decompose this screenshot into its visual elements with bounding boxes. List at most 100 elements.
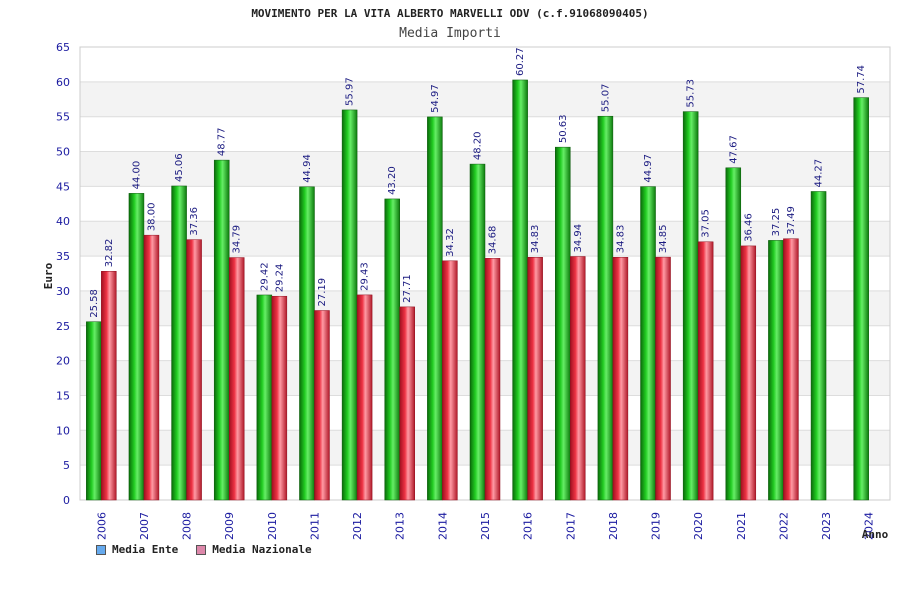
y-tick-label: 45 bbox=[56, 180, 70, 193]
data-label: 34.79 bbox=[232, 225, 243, 254]
data-label: 34.68 bbox=[488, 226, 499, 255]
bar-media-nazionale bbox=[655, 256, 671, 501]
x-tick-label: 2017 bbox=[564, 512, 577, 540]
x-tick-label: 2007 bbox=[138, 512, 151, 540]
bar-media-nazionale bbox=[399, 306, 415, 501]
bar-media-nazionale bbox=[271, 295, 288, 501]
x-tick-label: 2018 bbox=[607, 512, 620, 540]
bar-media-ente bbox=[597, 115, 614, 501]
data-label: 34.32 bbox=[445, 228, 456, 257]
y-tick-label: 25 bbox=[56, 320, 70, 333]
data-label: 27.19 bbox=[317, 278, 328, 307]
bar-media-ente bbox=[171, 185, 187, 501]
grid-band bbox=[80, 116, 890, 152]
bar-media-nazionale bbox=[570, 256, 586, 501]
y-tick-label: 20 bbox=[56, 355, 70, 368]
grid-band bbox=[80, 81, 890, 117]
x-tick-label: 2009 bbox=[223, 512, 236, 540]
bar-media-ente bbox=[299, 186, 315, 501]
legend-label-ente: Media Ente bbox=[112, 543, 179, 556]
x-tick-label: 2013 bbox=[394, 512, 407, 540]
x-tick-label: 2008 bbox=[181, 512, 194, 540]
legend-item-nazionale: Media Nazionale bbox=[196, 543, 312, 556]
data-label: 55.97 bbox=[345, 77, 356, 106]
x-tick-label: 2022 bbox=[777, 512, 790, 540]
data-label: 60.27 bbox=[515, 47, 526, 76]
data-label: 34.94 bbox=[573, 224, 584, 253]
y-tick-label: 0 bbox=[63, 494, 70, 507]
bar-media-nazionale bbox=[484, 258, 501, 501]
data-label: 27.71 bbox=[402, 274, 413, 303]
x-tick-label: 2010 bbox=[266, 512, 279, 540]
bar-media-ente bbox=[384, 198, 400, 501]
grid-band bbox=[80, 47, 890, 82]
bar-media-ente bbox=[555, 146, 571, 501]
bar-media-nazionale bbox=[612, 257, 629, 501]
bar-media-ente bbox=[640, 186, 656, 501]
bar-media-ente bbox=[810, 191, 827, 501]
data-label: 29.43 bbox=[360, 262, 371, 291]
data-label: 54.97 bbox=[430, 84, 441, 113]
y-tick-label: 60 bbox=[56, 76, 70, 89]
data-label: 47.67 bbox=[728, 135, 739, 164]
x-tick-label: 2006 bbox=[95, 512, 108, 540]
y-tick-label: 50 bbox=[56, 146, 70, 159]
bar-media-ente bbox=[725, 167, 742, 501]
x-tick-label: 2020 bbox=[692, 512, 705, 540]
legend-item-ente: Media Ente bbox=[96, 543, 178, 556]
bar-media-nazionale bbox=[442, 260, 458, 501]
bar-media-ente bbox=[469, 163, 486, 501]
x-tick-label: 2012 bbox=[351, 512, 364, 540]
data-label: 48.77 bbox=[217, 127, 228, 156]
bar-media-ente bbox=[86, 321, 102, 501]
bars: 25.58 32.82 44.00 38.00 45.06 37.36 48.77 34.79… bbox=[86, 47, 869, 501]
data-label: 44.97 bbox=[643, 154, 654, 183]
data-label: 29.42 bbox=[259, 262, 270, 291]
bar-media-nazionale bbox=[314, 310, 330, 501]
y-tick-label: 35 bbox=[56, 250, 70, 263]
data-label: 55.07 bbox=[600, 84, 611, 113]
legend-swatch-ente bbox=[96, 544, 106, 555]
data-label: 57.74 bbox=[856, 65, 867, 94]
y-tick-label: 30 bbox=[56, 285, 70, 298]
data-label: 29.24 bbox=[274, 264, 285, 293]
x-axis-label: Anno bbox=[862, 528, 889, 541]
y-tick-label: 55 bbox=[56, 111, 70, 124]
y-tick-label: 65 bbox=[56, 41, 70, 54]
x-axis-ticks: 2006 2007 2008 2009 2010 2011 2012 2013 2014 2015… bbox=[95, 512, 875, 540]
x-tick-label: 2014 bbox=[436, 512, 449, 540]
data-label: 32.82 bbox=[104, 239, 115, 268]
x-tick-label: 2024 bbox=[863, 512, 876, 540]
data-label: 34.83 bbox=[530, 225, 541, 254]
bar-media-nazionale bbox=[697, 241, 714, 501]
bar-media-nazionale bbox=[527, 257, 543, 501]
bar-media-ente bbox=[427, 116, 443, 501]
bar-media-ente bbox=[512, 79, 528, 501]
y-axis-label: Euro bbox=[42, 262, 55, 289]
data-label: 55.73 bbox=[686, 79, 697, 108]
bar-media-ente bbox=[682, 111, 699, 501]
data-label: 34.85 bbox=[658, 224, 669, 253]
data-label: 36.46 bbox=[743, 213, 754, 242]
chart-title: MOVIMENTO PER LA VITA ALBERTO MARVELLI O… bbox=[251, 7, 648, 20]
data-label: 44.00 bbox=[131, 161, 142, 190]
data-label: 25.58 bbox=[89, 289, 100, 318]
y-tick-label: 5 bbox=[63, 459, 70, 472]
data-label: 48.20 bbox=[473, 131, 484, 160]
x-tick-label: 2015 bbox=[479, 512, 492, 540]
bar-media-ente bbox=[256, 294, 273, 501]
bar-media-nazionale bbox=[186, 239, 202, 501]
data-label: 45.06 bbox=[174, 153, 185, 182]
data-label: 44.94 bbox=[302, 154, 313, 183]
x-tick-label: 2016 bbox=[522, 512, 535, 540]
bar-media-ente bbox=[768, 240, 784, 501]
y-tick-label: 15 bbox=[56, 389, 70, 402]
bar-media-nazionale bbox=[101, 271, 117, 501]
legend-swatch-nazionale bbox=[196, 544, 207, 555]
bar-media-ente bbox=[128, 193, 145, 501]
x-tick-label: 2019 bbox=[650, 512, 663, 540]
y-tick-label: 10 bbox=[56, 424, 70, 437]
bar-media-nazionale bbox=[783, 238, 799, 501]
bar-media-nazionale bbox=[356, 294, 373, 501]
